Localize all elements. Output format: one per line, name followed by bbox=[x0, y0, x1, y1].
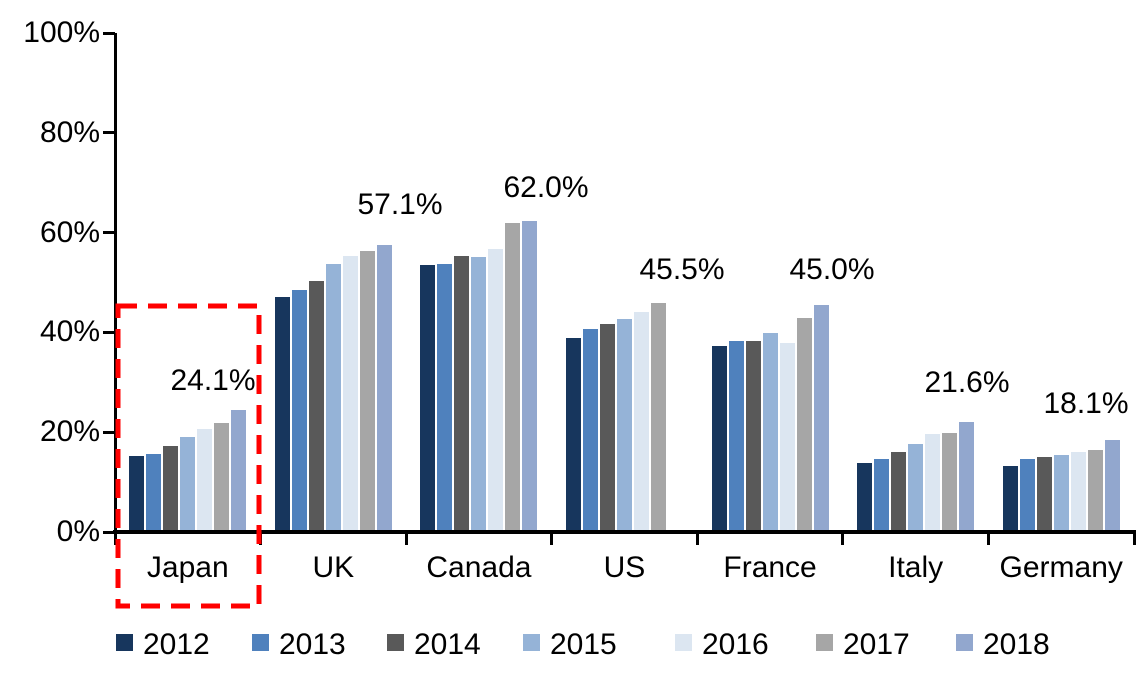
bar-us-2013 bbox=[583, 328, 598, 530]
bar-france-2016 bbox=[779, 342, 795, 530]
y-axis-tick-mark bbox=[103, 530, 115, 534]
legend-swatch-2018 bbox=[956, 634, 973, 651]
bar-italy-2018 bbox=[959, 422, 975, 530]
y-axis-tick-mark bbox=[103, 330, 115, 334]
bar-germany-2013 bbox=[1019, 459, 1035, 530]
legend-label-2018: 2018 bbox=[983, 628, 1050, 661]
legend-label-2013: 2013 bbox=[279, 628, 346, 661]
category-label-italy: Italy bbox=[888, 551, 944, 584]
y-axis-tick-label: 60% bbox=[39, 215, 100, 249]
category-label-canada: Canada bbox=[426, 551, 532, 584]
legend-swatch-2013 bbox=[252, 634, 269, 651]
bar-us-2016 bbox=[634, 311, 649, 530]
data-label-us: 45.5% bbox=[639, 253, 725, 286]
x-axis-tick-mark bbox=[841, 532, 845, 545]
y-axis-tick-label: 40% bbox=[39, 315, 100, 349]
bar-canada-2015 bbox=[471, 257, 487, 530]
x-axis-tick-mark bbox=[113, 532, 117, 545]
legend-label-2014: 2014 bbox=[414, 628, 481, 661]
bar-italy-2017 bbox=[942, 433, 958, 530]
legend-label-2017: 2017 bbox=[843, 628, 910, 661]
bar-germany-2016 bbox=[1070, 451, 1086, 530]
bar-italy-2015 bbox=[908, 444, 924, 530]
bar-us-2017 bbox=[651, 302, 666, 530]
data-label-uk: 57.1% bbox=[357, 188, 443, 221]
bar-japan-2015 bbox=[180, 437, 196, 530]
bar-us-2012 bbox=[566, 337, 581, 530]
bar-france-2014 bbox=[745, 341, 761, 530]
y-axis-tick-label: 100% bbox=[23, 16, 100, 49]
bar-france-2012 bbox=[711, 346, 727, 530]
legend-label-2015: 2015 bbox=[550, 628, 617, 661]
category-label-japan: Japan bbox=[146, 551, 229, 584]
y-axis-line bbox=[113, 33, 117, 532]
bar-uk-2012 bbox=[274, 297, 290, 530]
bar-japan-2014 bbox=[163, 446, 179, 530]
bar-japan-2017 bbox=[214, 423, 230, 530]
category-label-france: France bbox=[723, 551, 817, 584]
bar-canada-2013 bbox=[437, 263, 453, 530]
data-label-japan: 24.1% bbox=[170, 364, 256, 397]
category-label-us: US bbox=[603, 551, 646, 584]
x-axis-tick-mark bbox=[550, 532, 554, 545]
bar-france-2015 bbox=[762, 333, 778, 530]
legend-swatch-2016 bbox=[675, 634, 692, 651]
bar-uk-2016 bbox=[342, 255, 358, 530]
bar-germany-2017 bbox=[1087, 449, 1103, 530]
bar-uk-2018 bbox=[376, 245, 392, 530]
y-axis-tick-label: 80% bbox=[39, 115, 100, 149]
bar-uk-2017 bbox=[359, 250, 375, 530]
x-axis-line bbox=[113, 530, 1136, 534]
y-axis-tick-mark bbox=[103, 231, 115, 235]
bar-germany-2015 bbox=[1053, 455, 1069, 530]
y-axis-tick-mark bbox=[103, 430, 115, 434]
legend-swatch-2012 bbox=[116, 634, 133, 651]
legend-swatch-2014 bbox=[387, 634, 404, 651]
bar-canada-2017 bbox=[505, 223, 521, 530]
bar-germany-2018 bbox=[1104, 439, 1120, 530]
bar-canada-2016 bbox=[488, 249, 504, 530]
legend-swatch-2015 bbox=[523, 634, 540, 651]
bar-japan-2013 bbox=[146, 454, 162, 530]
bar-italy-2014 bbox=[891, 451, 907, 530]
bar-canada-2018 bbox=[522, 220, 538, 530]
bar-uk-2015 bbox=[325, 263, 341, 530]
bar-italy-2012 bbox=[857, 462, 873, 530]
x-axis-tick-mark bbox=[695, 532, 699, 545]
bar-italy-2013 bbox=[874, 458, 890, 530]
bar-italy-2016 bbox=[925, 434, 941, 530]
y-axis-tick-label: 20% bbox=[39, 415, 100, 449]
bar-france-2013 bbox=[728, 340, 744, 530]
bar-uk-2014 bbox=[308, 280, 324, 530]
bar-germany-2014 bbox=[1036, 457, 1052, 530]
bar-germany-2012 bbox=[1002, 466, 1018, 530]
bar-japan-2016 bbox=[197, 428, 213, 530]
bar-canada-2014 bbox=[454, 256, 470, 530]
data-label-canada: 62.0% bbox=[503, 171, 589, 204]
category-label-uk: UK bbox=[312, 551, 355, 584]
y-axis-tick-label: 0% bbox=[56, 515, 100, 548]
bar-uk-2013 bbox=[291, 290, 307, 530]
legend-label-2012: 2012 bbox=[143, 628, 210, 661]
data-label-germany: 18.1% bbox=[1043, 387, 1129, 420]
x-axis-tick-mark bbox=[1132, 532, 1136, 545]
x-axis-tick-mark bbox=[986, 532, 990, 545]
bar-us-2014 bbox=[600, 323, 615, 530]
x-axis-tick-mark bbox=[404, 532, 408, 545]
y-axis-tick-mark bbox=[103, 131, 115, 135]
x-axis-tick-mark bbox=[259, 532, 263, 545]
data-label-italy: 21.6% bbox=[924, 366, 1010, 399]
legend-label-2016: 2016 bbox=[702, 628, 769, 661]
bar-japan-2018 bbox=[231, 409, 247, 530]
bar-canada-2012 bbox=[420, 265, 436, 530]
category-label-germany: Germany bbox=[999, 551, 1123, 584]
bar-us-2015 bbox=[617, 318, 632, 530]
bar-france-2018 bbox=[813, 305, 829, 530]
legend-swatch-2017 bbox=[816, 634, 833, 651]
bar-france-2017 bbox=[796, 318, 812, 530]
bar-japan-2012 bbox=[129, 455, 145, 530]
data-label-france: 45.0% bbox=[789, 253, 875, 286]
y-axis-tick-mark bbox=[103, 31, 115, 35]
